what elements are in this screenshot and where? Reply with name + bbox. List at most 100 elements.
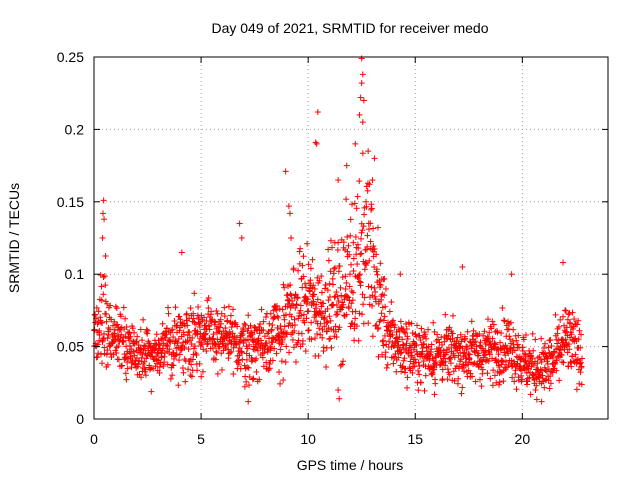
data-point [361, 294, 368, 301]
data-point [573, 386, 580, 393]
data-point [337, 284, 344, 291]
data-point [433, 354, 440, 361]
data-point [374, 271, 381, 278]
data-point [280, 281, 287, 288]
data-point [374, 325, 381, 332]
data-point [478, 357, 485, 364]
data-point [538, 367, 545, 374]
data-point [275, 314, 282, 321]
data-point [225, 346, 232, 353]
data-point [369, 292, 376, 299]
data-point [398, 349, 405, 356]
data-point [288, 235, 295, 241]
data-point [329, 275, 336, 282]
data-point [361, 266, 368, 273]
data-point [259, 354, 266, 361]
data-point [324, 328, 331, 335]
data-point [212, 319, 219, 326]
data-point [409, 330, 416, 337]
data-point [247, 322, 254, 329]
data-point [354, 261, 361, 268]
data-point [455, 375, 462, 382]
data-point [348, 300, 355, 307]
data-point [442, 362, 449, 369]
data-point [361, 211, 368, 218]
data-point [380, 342, 387, 349]
data-point [159, 320, 166, 327]
data-point [360, 97, 367, 104]
data-point [542, 340, 549, 347]
data-point [121, 354, 128, 361]
data-point [408, 352, 415, 359]
data-point [432, 380, 439, 387]
data-point [358, 229, 365, 236]
data-point [238, 235, 245, 241]
data-point [101, 273, 108, 280]
data-point [99, 336, 106, 343]
data-point [403, 325, 410, 332]
data-point [381, 292, 388, 299]
data-point [370, 225, 377, 232]
data-point [131, 329, 138, 336]
data-point [208, 308, 215, 315]
data-point [263, 359, 270, 366]
data-point [381, 332, 388, 339]
data-point [457, 331, 464, 338]
data-point [344, 233, 351, 240]
data-point [170, 334, 177, 341]
data-point [321, 316, 328, 323]
data-point [569, 353, 576, 360]
data-point [183, 311, 190, 318]
data-point [566, 310, 573, 317]
data-point [365, 226, 372, 233]
data-point [360, 301, 367, 308]
data-point [442, 358, 449, 365]
data-point [560, 259, 567, 266]
data-point [366, 257, 373, 264]
data-point [346, 271, 353, 278]
data-point [342, 273, 349, 280]
data-point [314, 109, 321, 116]
data-point [312, 335, 319, 342]
data-point [491, 340, 498, 347]
data-point [423, 335, 430, 342]
data-point [332, 264, 339, 271]
data-point [326, 313, 333, 320]
data-point [281, 323, 288, 330]
data-point [480, 332, 487, 339]
data-point [277, 346, 284, 353]
data-point [569, 309, 576, 316]
data-point [327, 268, 334, 275]
data-point [172, 304, 179, 311]
data-point [352, 308, 359, 315]
data-point [248, 358, 255, 365]
data-point [166, 346, 173, 353]
data-point [189, 356, 196, 363]
data-point [479, 358, 486, 365]
data-point [533, 396, 540, 403]
data-point [289, 298, 296, 305]
data-point [499, 304, 506, 311]
data-point [184, 338, 191, 345]
data-point [114, 321, 121, 328]
data-point [524, 381, 531, 388]
data-point [299, 262, 306, 269]
data-point [305, 327, 312, 334]
data-point [274, 324, 281, 331]
data-point [118, 363, 125, 370]
data-point [180, 369, 187, 376]
data-point [158, 335, 165, 342]
data-point [286, 349, 293, 356]
data-point [173, 322, 180, 329]
data-point [311, 285, 318, 292]
data-point [153, 331, 160, 338]
data-point [441, 355, 448, 362]
data-point [314, 330, 321, 337]
data-point [357, 251, 364, 258]
data-point [498, 330, 505, 337]
data-point [465, 350, 472, 357]
data-point [197, 330, 204, 337]
data-point [193, 351, 200, 358]
data-point [419, 345, 426, 352]
data-point [307, 265, 314, 272]
